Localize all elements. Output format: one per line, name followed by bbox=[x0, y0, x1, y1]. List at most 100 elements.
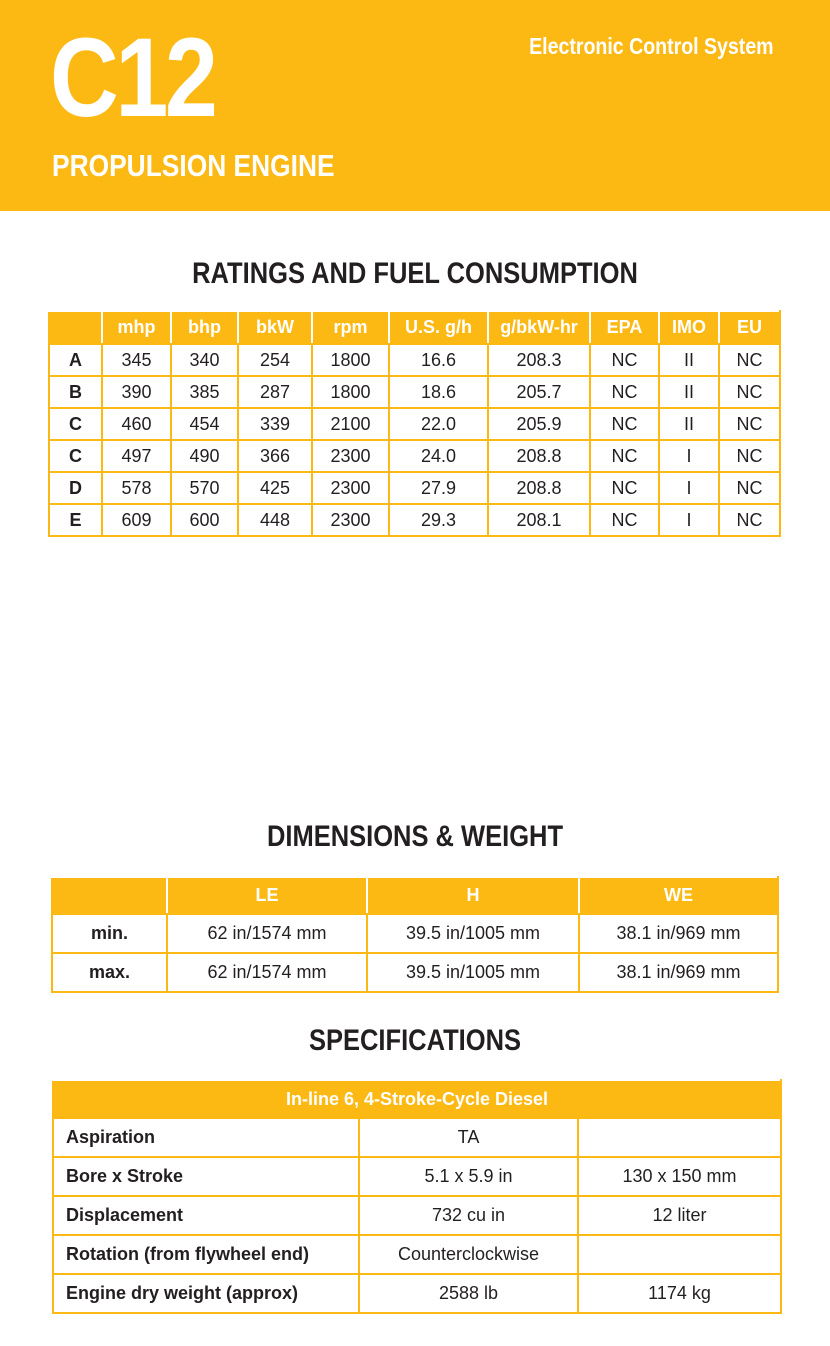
table-cell: 454 bbox=[170, 407, 239, 441]
table-cell: 425 bbox=[237, 471, 313, 505]
table-cell: NC bbox=[589, 375, 660, 409]
table-cell: 340 bbox=[170, 343, 239, 377]
table-cell: 12 liter bbox=[576, 1195, 783, 1236]
table-cell: II bbox=[658, 407, 720, 441]
row-label: C bbox=[48, 407, 103, 441]
table-row: B 390 385 287 1800 18.6 205.7 NC II NC bbox=[48, 375, 781, 409]
row-label: max. bbox=[51, 952, 168, 993]
table-cell: 1800 bbox=[311, 375, 390, 409]
table-cell: NC bbox=[718, 407, 781, 441]
table-cell: NC bbox=[718, 471, 781, 505]
table-row: Engine dry weight (approx) 2588 lb 1174 kg bbox=[52, 1273, 783, 1314]
table-row: max. 62 in/1574 mm 39.5 in/1005 mm 38.1 in/… bbox=[51, 952, 779, 993]
table-row: C 460 454 339 2100 22.0 205.9 NC II NC bbox=[48, 407, 781, 441]
table-cell: NC bbox=[718, 503, 781, 537]
ratings-title: RATINGS AND FUEL CONSUMPTION bbox=[192, 257, 638, 290]
table-row: C 497 490 366 2300 24.0 208.8 NC I NC bbox=[48, 439, 781, 473]
table-cell: 390 bbox=[101, 375, 172, 409]
table-cell bbox=[576, 1234, 783, 1275]
subtitle: PROPULSION ENGINE bbox=[52, 148, 335, 183]
table-row: A 345 340 254 1800 16.6 208.3 NC II NC bbox=[48, 343, 781, 377]
column-header: rpm bbox=[311, 310, 390, 345]
table-cell: 62 in/1574 mm bbox=[166, 913, 368, 954]
column-header: LE bbox=[166, 876, 368, 915]
column-header: g/bkW-hr bbox=[487, 310, 591, 345]
table-cell: 62 in/1574 mm bbox=[166, 952, 368, 993]
ratings-table: mhp bhp bkW rpm U.S. g/h g/bkW-hr EPA IMO EU A 345… bbox=[48, 310, 781, 537]
table-cell: 29.3 bbox=[388, 503, 489, 537]
table-cell: 208.3 bbox=[487, 343, 591, 377]
table-cell: 345 bbox=[101, 343, 172, 377]
table-cell: 732 cu in bbox=[358, 1195, 579, 1236]
table-cell: 570 bbox=[170, 471, 239, 505]
table-cell: 448 bbox=[237, 503, 313, 537]
table-cell: 24.0 bbox=[388, 439, 489, 473]
model-name: C12 bbox=[50, 15, 218, 140]
column-header: U.S. g/h bbox=[388, 310, 489, 345]
column-header: EU bbox=[718, 310, 781, 345]
table-cell: 254 bbox=[237, 343, 313, 377]
table-cell: 366 bbox=[237, 439, 313, 473]
table-cell: I bbox=[658, 471, 720, 505]
column-header: mhp bbox=[101, 310, 172, 345]
table-cell: 208.8 bbox=[487, 439, 591, 473]
table-cell: I bbox=[658, 503, 720, 537]
table-cell: 2300 bbox=[311, 503, 390, 537]
table-cell: 18.6 bbox=[388, 375, 489, 409]
dimensions-title: DIMENSIONS & WEIGHT bbox=[266, 820, 564, 853]
row-label: E bbox=[48, 503, 103, 537]
table-cell: 5.1 x 5.9 in bbox=[358, 1156, 579, 1197]
table-cell: 2300 bbox=[311, 471, 390, 505]
row-label: Engine dry weight (approx) bbox=[52, 1273, 360, 1314]
table-cell: II bbox=[658, 343, 720, 377]
table-cell: NC bbox=[589, 471, 660, 505]
table-cell: 2300 bbox=[311, 439, 390, 473]
table-cell: NC bbox=[718, 439, 781, 473]
table-cell: 39.5 in/1005 mm bbox=[366, 952, 580, 993]
row-label: min. bbox=[51, 913, 168, 954]
table-cell: Counterclockwise bbox=[358, 1234, 579, 1275]
table-cell: 38.1 in/969 mm bbox=[578, 952, 779, 993]
table-cell: NC bbox=[718, 343, 781, 377]
row-label: Bore x Stroke bbox=[52, 1156, 360, 1197]
column-header bbox=[48, 310, 103, 345]
table-row: E 609 600 448 2300 29.3 208.1 NC I NC bbox=[48, 503, 781, 537]
column-header: WE bbox=[578, 876, 779, 915]
column-header: H bbox=[366, 876, 580, 915]
table-row: Bore x Stroke 5.1 x 5.9 in 130 x 150 mm bbox=[52, 1156, 783, 1197]
table-row: Displacement 732 cu in 12 liter bbox=[52, 1195, 783, 1236]
table-cell: 208.1 bbox=[487, 503, 591, 537]
table-cell: 2100 bbox=[311, 407, 390, 441]
table-cell: NC bbox=[718, 375, 781, 409]
column-header: bkW bbox=[237, 310, 313, 345]
row-label: B bbox=[48, 375, 103, 409]
column-header: IMO bbox=[658, 310, 720, 345]
table-cell: 27.9 bbox=[388, 471, 489, 505]
table-cell: 339 bbox=[237, 407, 313, 441]
table-cell: 497 bbox=[101, 439, 172, 473]
column-header bbox=[51, 876, 168, 915]
column-header: EPA bbox=[589, 310, 660, 345]
system-label: Electronic Control System bbox=[529, 33, 774, 59]
table-row: Rotation (from flywheel end) Counterclock… bbox=[52, 1234, 783, 1275]
specifications-title: SPECIFICATIONS bbox=[308, 1024, 522, 1057]
table-cell: 205.7 bbox=[487, 375, 591, 409]
table-cell: 287 bbox=[237, 375, 313, 409]
table-cell: 16.6 bbox=[388, 343, 489, 377]
table-cell: TA bbox=[358, 1117, 579, 1158]
table-cell: 1800 bbox=[311, 343, 390, 377]
table-cell: NC bbox=[589, 407, 660, 441]
table-cell: 578 bbox=[101, 471, 172, 505]
table-cell: 600 bbox=[170, 503, 239, 537]
table-cell: 490 bbox=[170, 439, 239, 473]
table-cell: 609 bbox=[101, 503, 172, 537]
table-cell: NC bbox=[589, 343, 660, 377]
table-cell: 208.8 bbox=[487, 471, 591, 505]
table-cell bbox=[576, 1117, 783, 1158]
table-row: D 578 570 425 2300 27.9 208.8 NC I NC bbox=[48, 471, 781, 505]
table-cell: 385 bbox=[170, 375, 239, 409]
spec-engine-type: In-line 6, 4-Stroke-Cycle Diesel bbox=[51, 1079, 783, 1119]
row-label: Aspiration bbox=[52, 1117, 360, 1158]
table-cell: 22.0 bbox=[388, 407, 489, 441]
table-cell: 460 bbox=[101, 407, 172, 441]
